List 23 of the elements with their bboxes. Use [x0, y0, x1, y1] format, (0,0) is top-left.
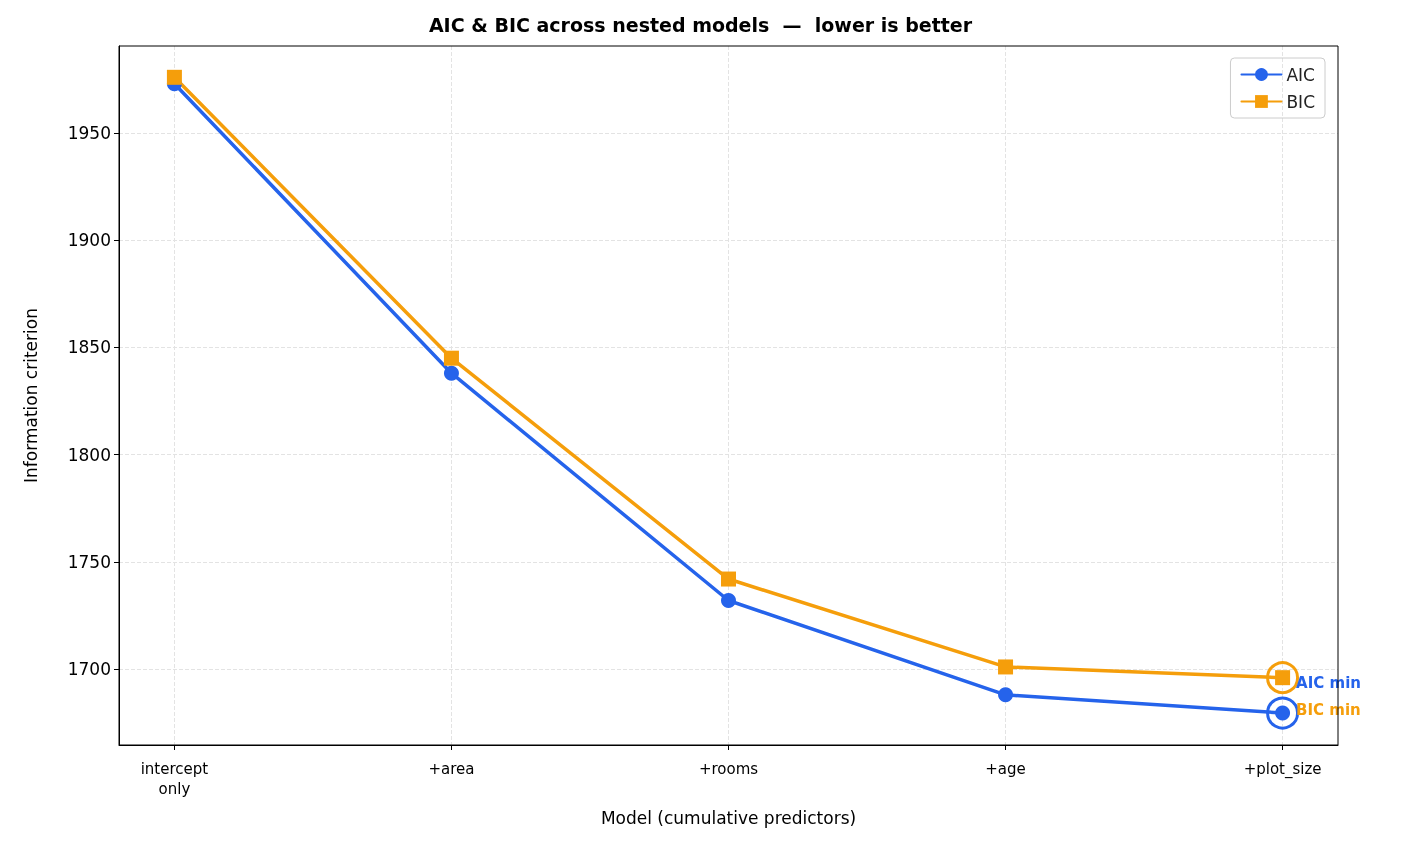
x-tick-label: +plot_size	[1243, 760, 1322, 779]
y-tick-label: 1950	[67, 123, 111, 144]
chart-title: AIC & BIC across nested models — lower is better	[428, 13, 973, 36]
point	[998, 659, 1014, 675]
point	[721, 592, 736, 608]
legend-label: BIC	[1286, 91, 1315, 112]
x-axis-title: Model (cumulative predictors)	[600, 807, 857, 828]
point	[443, 350, 459, 366]
x-tick-label: +area	[428, 760, 475, 778]
x-tick-label: +age	[985, 760, 1026, 778]
y-axis-title: Information criterion	[20, 308, 41, 483]
point	[998, 687, 1014, 703]
y-tick-label: 1800	[67, 444, 111, 465]
y-tick-label: 1900	[67, 230, 111, 251]
y-tick-label: 1700	[67, 659, 111, 680]
x-tick-label: intercept only	[140, 760, 209, 798]
y-tick-label: 1750	[67, 551, 111, 572]
x-tick-label: +rooms	[698, 760, 759, 778]
legend-label: AIC	[1286, 64, 1315, 85]
y-tick-label: 1850	[67, 337, 111, 358]
point	[443, 365, 459, 381]
point	[721, 571, 736, 587]
point	[166, 69, 182, 85]
